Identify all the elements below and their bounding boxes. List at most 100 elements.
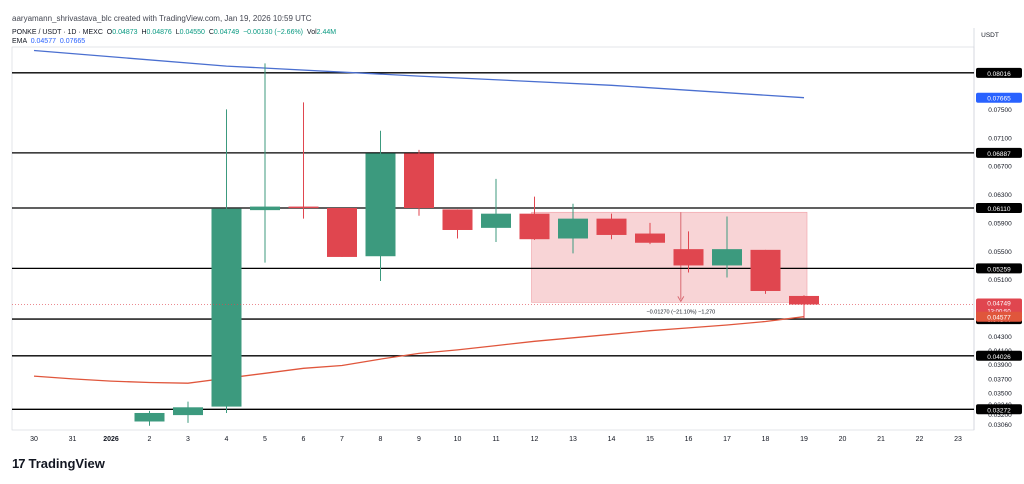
line-price-tag: [976, 147, 1022, 158]
candle-up: [558, 218, 588, 239]
measure-label: −0.01270 (−21.10%) −1,270: [646, 309, 715, 315]
x-tick-label: 15: [646, 436, 654, 443]
tradingview-logo[interactable]: 17 TradingView: [12, 456, 105, 471]
y-tick-label: 0.07100: [988, 135, 1012, 142]
ema-long-price-tag-text: 0.07665: [987, 96, 1011, 103]
ohlc-high: 0.04876: [146, 29, 172, 36]
x-tick-label: 11: [492, 436, 499, 443]
y-tick-label: 0.07500: [988, 107, 1012, 114]
chart-credit: aaryamann_shrivastava_blc created with T…: [12, 14, 312, 23]
symbol-label[interactable]: PONKE / USDT · 1D · MEXC: [12, 29, 103, 36]
candle-down: [750, 249, 781, 291]
ohlc-close-label: C: [208, 29, 214, 36]
currency-label: USDT: [981, 32, 999, 39]
ema-long-price-tag: [976, 92, 1022, 103]
candle-down: [596, 218, 627, 235]
ohlc-open-label: O: [106, 29, 113, 36]
line-price-tag-text: 0.08016: [987, 71, 1011, 78]
y-tick-label: 0.05100: [988, 277, 1012, 284]
ohlc-change: −0.00130 (−2.66%): [243, 29, 304, 36]
x-tick-label: 20: [839, 436, 847, 443]
x-tick-label: 16: [685, 436, 693, 443]
ohlc-open: 0.04873: [112, 29, 138, 36]
line-price-tag: [976, 203, 1022, 214]
line-price-tag: [976, 67, 1022, 78]
line-price-tag-text: 0.06887: [987, 151, 1011, 158]
x-tick-label: 19: [800, 436, 808, 443]
x-tick-label: 13: [569, 436, 577, 443]
y-tick-label: 0.03500: [988, 391, 1012, 398]
candle-up: [365, 153, 396, 257]
y-tick-label: 0.06300: [988, 192, 1012, 199]
measure-arrow-head: [677, 296, 685, 303]
symbol-legend: PONKE / USDT · 1D · MEXC O0.04873 H0.048…: [12, 29, 336, 36]
candle-down: [404, 153, 434, 209]
ema-long-value: 0.07665: [59, 38, 86, 45]
x-tick-label: 18: [762, 436, 770, 443]
x-tick-label: 30: [30, 436, 38, 443]
y-tick-label: 0.05500: [988, 249, 1012, 256]
x-tick-label: 31: [69, 436, 77, 443]
x-tick-label: 7: [340, 436, 344, 443]
ema-legend: EMA 0.04577 0.07665: [12, 38, 85, 45]
ohlc-close: 0.04749: [213, 29, 240, 36]
plot-frame: [11, 46, 975, 431]
x-tick-label: 21: [877, 436, 885, 443]
tradingview-logo-icon: 17: [12, 456, 26, 471]
x-tick-label: 10: [454, 436, 462, 443]
ohlc-low: 0.04550: [179, 29, 205, 36]
ema-short-line: [33, 316, 805, 384]
last-price-tag-text: 0.04749: [987, 301, 1011, 308]
line-price-tag-text: 0.03272: [987, 407, 1011, 414]
ema-label[interactable]: EMA: [12, 38, 27, 45]
x-tick-label: 17: [723, 436, 731, 443]
candle-down: [519, 213, 550, 240]
ema-long-line: [33, 49, 805, 99]
volume-label: Vol: [306, 29, 317, 36]
x-tick-label: 8: [379, 436, 383, 443]
x-tick-label: 14: [608, 436, 616, 443]
y-tick-label: 0.03200: [988, 412, 1012, 419]
tradingview-logo-text: TradingView: [28, 456, 105, 471]
candle-down: [327, 208, 357, 257]
x-tick-label: 9: [417, 436, 421, 443]
ohlc-high-label: H: [141, 29, 147, 36]
x-tick-label: 12: [531, 436, 539, 443]
line-price-tag: [976, 404, 1022, 415]
y-tick-label: 0.06700: [988, 164, 1012, 171]
line-price-tag-text: 0.04026: [987, 354, 1011, 361]
candle-down: [789, 295, 819, 305]
y-tick-label: 0.03700: [988, 376, 1012, 383]
line-price-tag-text: 0.05259: [987, 266, 1011, 273]
x-tick-label: 4: [225, 436, 229, 443]
ema-short-price-tag-text: 0.04577: [987, 315, 1011, 322]
volume-value: 2.44M: [316, 29, 337, 36]
candle-up: [481, 213, 511, 228]
candle-up: [712, 249, 742, 266]
y-tick-label: 0.03900: [988, 362, 1012, 369]
candle-down: [635, 233, 665, 243]
candle-up: [211, 208, 242, 407]
x-tick-label: 2: [148, 436, 152, 443]
candle-up: [173, 407, 203, 416]
ohlc-low-label: L: [175, 29, 180, 36]
x-tick-label: 3: [186, 436, 190, 443]
candle-down: [442, 209, 473, 230]
x-tick-label: 5: [263, 436, 267, 443]
candle-up: [134, 412, 165, 422]
x-tick-label: 6: [302, 436, 306, 443]
x-tick-label: 2026: [103, 436, 119, 443]
ema-short-price-tag: [976, 311, 1022, 322]
ema-short-value: 0.04577: [30, 38, 56, 45]
y-tick-label: 0.04300: [988, 334, 1012, 341]
x-tick-label: 22: [916, 436, 924, 443]
line-price-tag-text: 0.06110: [987, 206, 1010, 213]
line-price-tag: [976, 263, 1022, 274]
y-tick-label: 0.03060: [988, 422, 1012, 429]
candle-down: [673, 249, 704, 266]
line-price-tag: [976, 350, 1022, 361]
x-tick-label: 23: [954, 436, 962, 443]
candle-up: [250, 206, 280, 211]
y-tick-label: 0.05900: [988, 220, 1012, 227]
